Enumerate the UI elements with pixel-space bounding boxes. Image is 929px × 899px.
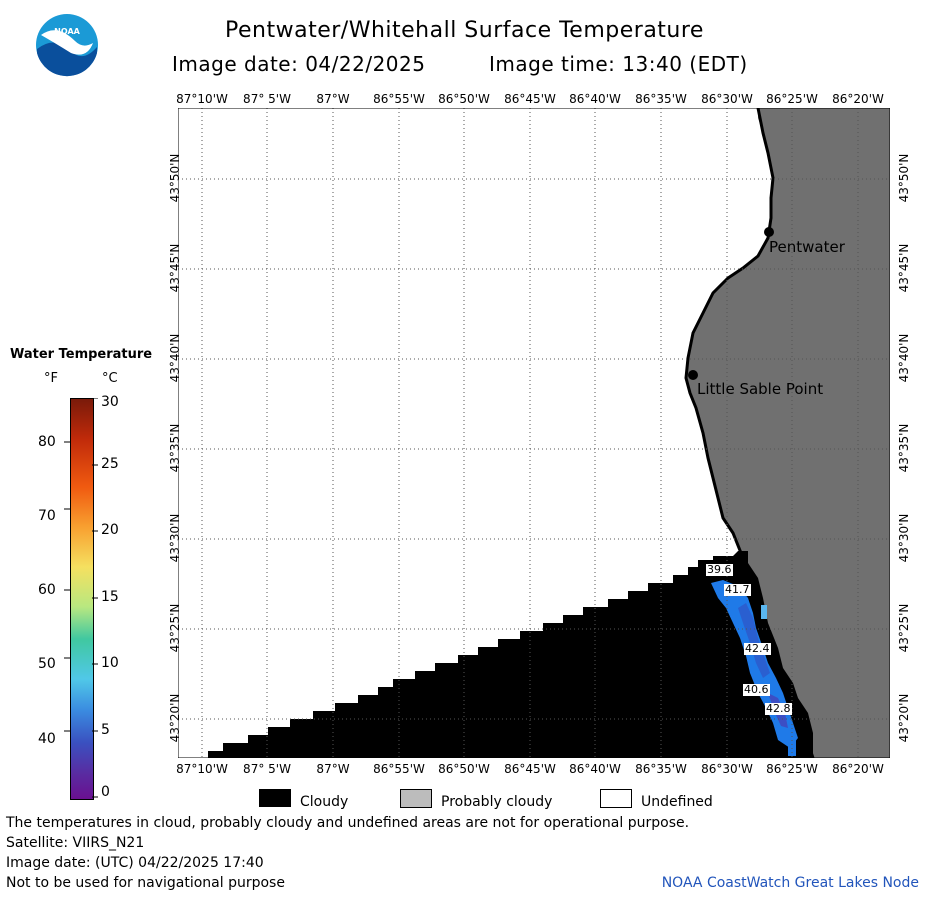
lon-tick: 86°50'W — [438, 762, 490, 776]
lon-tick: 86°30'W — [701, 92, 753, 106]
lon-tick: 86°40'W — [569, 92, 621, 106]
lat-tick: 43°50'N — [168, 153, 182, 203]
land-area — [686, 108, 890, 758]
page-title: Pentwater/Whitehall Surface Temperature — [225, 18, 704, 43]
legend-probably-cloudy-label: Probably cloudy — [441, 794, 553, 810]
legend-undefined-label: Undefined — [641, 794, 713, 810]
lon-tick: 86°55'W — [373, 762, 425, 776]
lat-tick: 43°35'N — [897, 423, 911, 473]
graticule — [178, 108, 890, 758]
legend-cloudy-label: Cloudy — [300, 794, 349, 810]
lon-tick: 87°10'W — [176, 762, 228, 776]
lat-tick: 43°20'N — [168, 693, 182, 743]
lon-tick: 87°10'W — [176, 92, 228, 106]
lat-tick: 43°30'N — [897, 513, 911, 563]
legend-undefined-swatch — [600, 789, 632, 808]
lon-tick: 86°50'W — [438, 92, 490, 106]
legend-cloudy-swatch — [259, 789, 291, 807]
place-label-pentwater: Pentwater — [769, 238, 845, 256]
color-scale-bar — [70, 398, 94, 800]
image-time: Image time: 13:40 (EDT) — [489, 52, 748, 76]
lat-tick: 43°45'N — [897, 243, 911, 293]
f-tick: 50 — [38, 656, 56, 672]
scale-title: Water Temperature — [10, 347, 153, 362]
unit-fahrenheit: °F — [44, 371, 58, 386]
lon-tick: 87°W — [316, 92, 350, 106]
svg-text:NOAA: NOAA — [54, 27, 80, 36]
lon-tick: 86°35'W — [635, 92, 687, 106]
footer-satellite: Satellite: VIIRS_N21 — [6, 835, 145, 851]
scale-ticks — [64, 398, 98, 798]
footer-image-date: Image date: (UTC) 04/22/2025 17:40 — [6, 855, 264, 871]
footer-disclaimer: The temperatures in cloud, probably clou… — [6, 815, 690, 831]
legend-probably-cloudy-swatch — [400, 789, 432, 808]
f-tick: 40 — [38, 731, 56, 747]
noaa-logo: NOAA — [35, 13, 99, 77]
c-tick: 20 — [101, 522, 119, 538]
pentwater-marker — [764, 227, 774, 237]
lon-tick: 87° 5'W — [243, 92, 291, 106]
lat-tick: 43°35'N — [168, 423, 182, 473]
lon-tick: 86°25'W — [766, 92, 818, 106]
lat-tick: 43°40'N — [168, 333, 182, 383]
lon-tick: 86°30'W — [701, 762, 753, 776]
f-tick: 70 — [38, 508, 56, 524]
lat-tick: 43°40'N — [897, 333, 911, 383]
lat-tick: 43°20'N — [897, 693, 911, 743]
c-tick: 0 — [101, 784, 110, 800]
lon-tick: 86°20'W — [832, 92, 884, 106]
temp-label: 40.6 — [743, 683, 770, 696]
lon-tick: 86°20'W — [832, 762, 884, 776]
unit-celsius: °C — [102, 371, 118, 386]
temp-label: 41.7 — [724, 583, 751, 596]
cloud-area — [208, 551, 813, 758]
place-label-little-sable-point: Little Sable Point — [697, 380, 824, 398]
lon-tick: 86°55'W — [373, 92, 425, 106]
lon-tick: 87°W — [316, 762, 350, 776]
lon-tick: 86°45'W — [504, 92, 556, 106]
lat-tick: 43°30'N — [168, 513, 182, 563]
map-area: Pentwater Little Sable Point 39.6 41.7 4… — [178, 108, 890, 758]
lon-tick: 86°25'W — [766, 762, 818, 776]
image-date: Image date: 04/22/2025 — [172, 52, 426, 76]
temp-label: 42.8 — [765, 702, 792, 715]
temp-label: 39.6 — [706, 563, 733, 576]
lon-tick: 87° 5'W — [243, 762, 291, 776]
lat-tick: 43°25'N — [897, 603, 911, 653]
lat-tick: 43°50'N — [897, 153, 911, 203]
footer-navigation-warning: Not to be used for navigational purpose — [6, 875, 285, 891]
little-sable-point-marker — [688, 370, 698, 380]
temp-label: 42.4 — [744, 642, 771, 655]
lon-tick: 86°40'W — [569, 762, 621, 776]
footer-credit: NOAA CoastWatch Great Lakes Node — [661, 875, 919, 891]
f-tick: 80 — [38, 434, 56, 450]
c-tick: 25 — [101, 456, 119, 472]
lat-tick: 43°45'N — [168, 243, 182, 293]
lat-tick: 43°25'N — [168, 603, 182, 653]
c-tick: 10 — [101, 655, 119, 671]
lon-tick: 86°35'W — [635, 762, 687, 776]
lon-tick: 86°45'W — [504, 762, 556, 776]
c-tick: 5 — [101, 722, 110, 738]
f-tick: 60 — [38, 582, 56, 598]
c-tick: 15 — [101, 589, 119, 605]
c-tick: 30 — [101, 394, 119, 410]
